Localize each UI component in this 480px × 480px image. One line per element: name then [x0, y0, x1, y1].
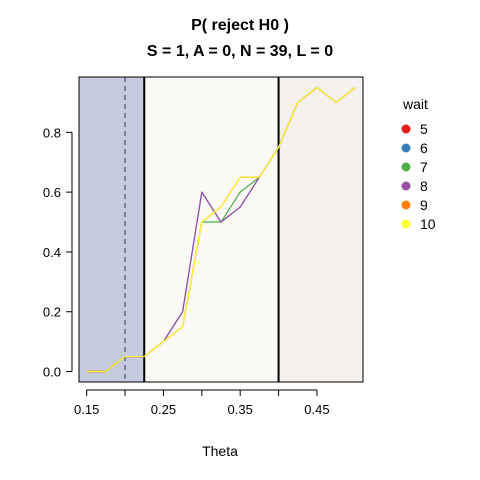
y-tick-label: 0.4 — [43, 245, 61, 260]
y-tick-label: 0.8 — [43, 125, 61, 140]
x-axis: 0.15 0.25 0.35 0.45 — [74, 389, 330, 417]
x-tick-label: 0.45 — [304, 402, 329, 417]
chart-subtitle: S = 1, A = 0, N = 39, L = 0 — [147, 43, 333, 60]
x-axis-label: Theta — [202, 443, 238, 459]
y-tick-label: 0.2 — [43, 305, 61, 320]
legend-label-10: 10 — [420, 216, 436, 232]
legend-marker-5 — [401, 124, 411, 134]
y-tick-label: 0.0 — [43, 365, 61, 380]
legend-label-8: 8 — [420, 178, 428, 194]
background-regions — [79, 77, 363, 382]
legend-label-5: 5 — [420, 121, 428, 137]
region-3 — [278, 77, 363, 382]
legend: wait 5 6 7 8 9 10 — [401, 96, 436, 232]
legend-label-7: 7 — [420, 159, 428, 175]
legend-label-6: 6 — [420, 140, 428, 156]
x-tick-label: 0.15 — [74, 402, 99, 417]
x-tick-label: 0.25 — [151, 402, 176, 417]
region-1 — [79, 77, 145, 382]
legend-marker-7 — [401, 162, 411, 172]
legend-marker-8 — [401, 181, 411, 191]
plot-frame — [78, 76, 364, 383]
chart-title: P( reject H0 ) — [191, 17, 289, 34]
x-tick-label: 0.35 — [228, 402, 253, 417]
series-line-10 — [86, 86, 356, 373]
legend-title: wait — [402, 96, 428, 112]
legend-marker-10 — [401, 219, 411, 229]
legend-marker-9 — [401, 200, 411, 210]
y-tick-label: 0.6 — [43, 185, 61, 200]
region-2 — [144, 77, 279, 382]
y-axis: 0.0 0.2 0.4 0.6 0.8 — [43, 125, 73, 380]
legend-marker-6 — [401, 143, 411, 153]
series-lines — [86, 86, 356, 373]
legend-label-9: 9 — [420, 197, 428, 213]
vertical-lines — [124, 77, 280, 382]
